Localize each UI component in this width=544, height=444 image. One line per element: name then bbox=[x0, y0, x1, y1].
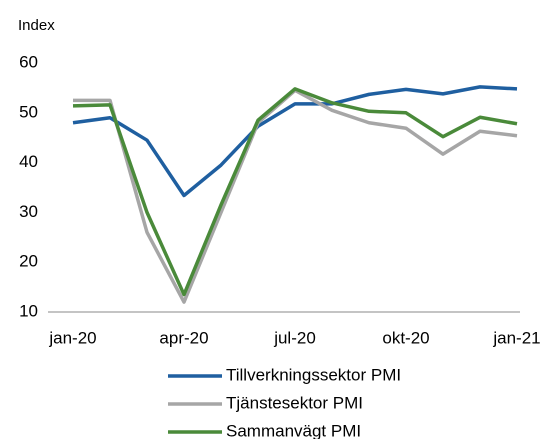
y-tick-label: 30 bbox=[19, 202, 38, 221]
x-tick-label: okt-20 bbox=[382, 328, 429, 347]
legend-label: Tjänstesektor PMI bbox=[226, 393, 363, 412]
y-tick-label: 10 bbox=[19, 301, 38, 320]
x-tick-label: jan-21 bbox=[492, 328, 540, 347]
y-axis-label: Index bbox=[18, 17, 55, 34]
y-tick-label: 40 bbox=[19, 152, 38, 171]
y-tick-label: 60 bbox=[19, 52, 38, 71]
legend-label: Sammanvägt PMI bbox=[226, 421, 361, 439]
y-tick-label: 50 bbox=[19, 102, 38, 121]
series-line bbox=[72, 87, 518, 297]
series-line bbox=[72, 85, 518, 198]
legend-label: Tillverkningssektor PMI bbox=[226, 365, 401, 384]
x-tick-label: jul-20 bbox=[273, 328, 316, 347]
x-tick-label: jan-20 bbox=[48, 328, 96, 347]
y-tick-label: 20 bbox=[19, 252, 38, 271]
x-tick-label: apr-20 bbox=[159, 328, 208, 347]
